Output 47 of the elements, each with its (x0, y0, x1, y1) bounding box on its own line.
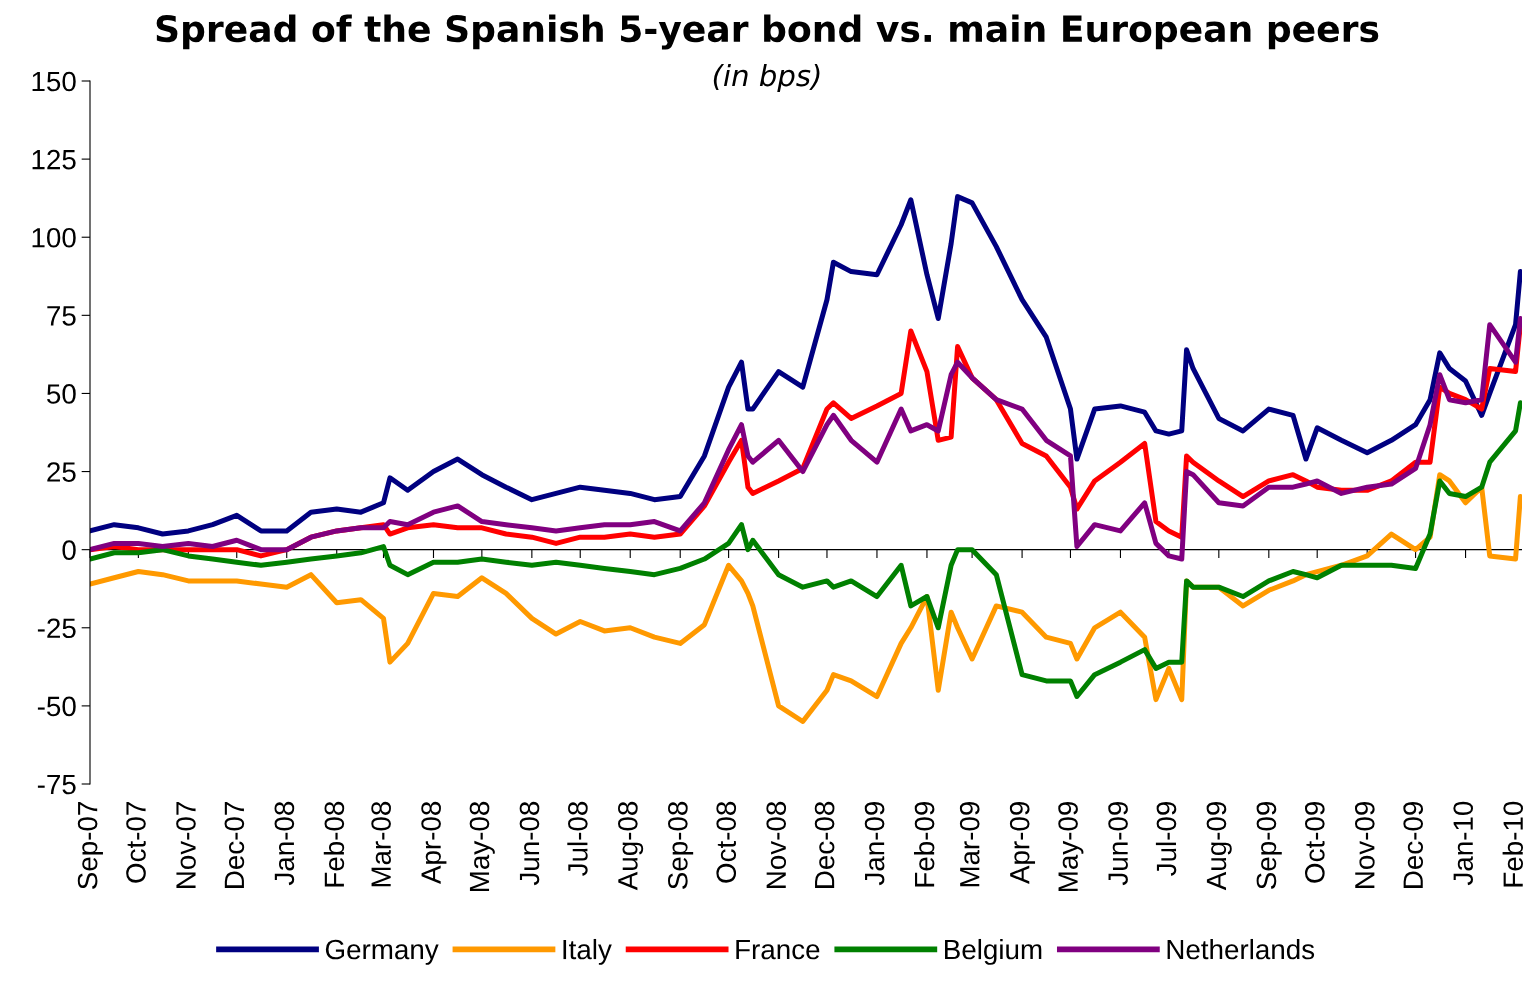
y-tick-label: 125 (32, 149, 76, 170)
x-tick-label: Feb-10 (1502, 801, 1524, 887)
y-tick-label: 25 (47, 462, 76, 482)
legend-label: Italy (563, 938, 612, 965)
x-tick-label: Dec-08 (814, 801, 835, 888)
x-tick-label: Apr-09 (1009, 801, 1036, 884)
x-tick-label: Mar-09 (959, 801, 980, 887)
x-tick-label: Aug-09 (1206, 801, 1232, 891)
x-tick-label: May-09 (1058, 801, 1084, 892)
x-tick-label: Nov-08 (766, 801, 787, 888)
x-tick-label: Mar-08 (371, 801, 391, 887)
x-tick-label: Feb-09 (914, 801, 935, 887)
y-tick-label: 75 (47, 306, 76, 326)
x-tick-label: Apr-08 (421, 801, 447, 884)
x-tick-label: Dec-07 (224, 802, 245, 888)
x-tick-label: Jul-09 (1155, 801, 1177, 876)
x-tick-label: Jun-09 (1108, 801, 1128, 886)
x-tick-label: Jan-08 (274, 801, 295, 886)
x-tick-label: Jan-09 (864, 801, 885, 886)
y-tick-label: -75 (37, 774, 76, 795)
x-tick-label: Aug-08 (618, 801, 644, 891)
x-tick-label: Sep-07 (77, 802, 103, 889)
legend-label: Germany (325, 939, 439, 965)
y-tick-label: 50 (47, 384, 76, 404)
x-tick-label: Jun-08 (519, 801, 540, 886)
legend-label: Netherlands (1167, 938, 1315, 960)
y-tick-label: 0 (62, 540, 76, 561)
legend-label: Belgium (945, 938, 1042, 965)
chart-subtitle: (in bps) (713, 63, 820, 93)
y-tick-label: -25 (37, 618, 76, 639)
x-tick-label: Oct-08 (716, 801, 737, 883)
legend-label: France (736, 939, 820, 960)
y-tick-label: 150 (32, 71, 76, 92)
chart-title: Spread of the Spanish 5-year bond vs. main European peers (156, 14, 1379, 50)
x-tick-label: May-08 (469, 801, 495, 892)
x-tick-label: Sep-08 (668, 801, 694, 889)
x-tick-label: Dec-09 (1403, 801, 1424, 888)
x-tick-label: Sep-09 (1256, 801, 1282, 889)
y-tick-label: 100 (32, 227, 76, 248)
x-tick-label: Feb-08 (323, 801, 345, 887)
x-tick-label: Oct-07 (126, 802, 146, 883)
x-tick-label: Jan-10 (1453, 801, 1474, 886)
x-tick-label: Nov-09 (1354, 801, 1375, 888)
x-tick-label: Nov-07 (176, 802, 196, 888)
x-tick-label: Jul-08 (567, 801, 588, 876)
x-tick-label: Oct-09 (1304, 801, 1325, 883)
y-tick-label: -50 (37, 696, 76, 717)
